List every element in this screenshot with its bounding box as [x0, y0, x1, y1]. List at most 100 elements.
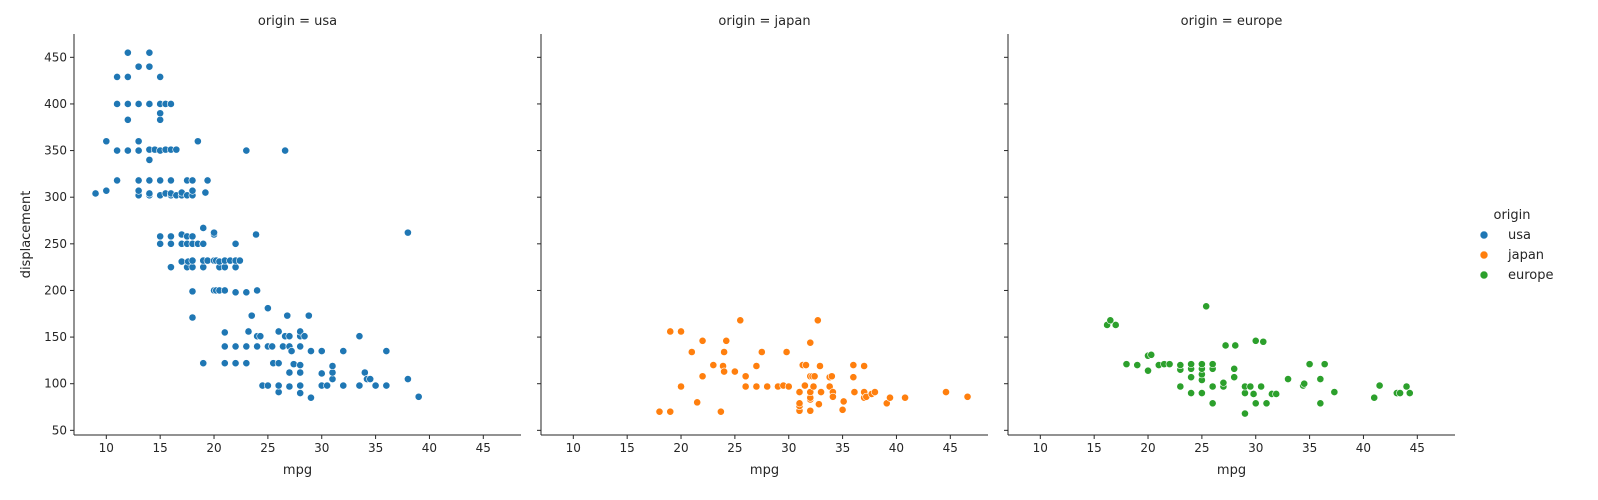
data-point-europe	[1375, 381, 1384, 390]
data-point-japan	[782, 348, 791, 356]
data-point-usa	[145, 155, 154, 164]
data-point-japan	[709, 361, 718, 369]
data-point-japan	[806, 338, 815, 347]
x-axis-label-europe: mpg	[1217, 463, 1246, 478]
x-tick-label: 10	[99, 441, 114, 455]
data-point-usa	[134, 176, 143, 185]
data-point-usa	[145, 100, 154, 108]
y-tick-label: 400	[44, 97, 67, 111]
data-point-europe	[1241, 389, 1249, 397]
data-point-europe	[1241, 409, 1249, 418]
data-point-usa	[404, 228, 412, 237]
data-point-europe	[1230, 364, 1239, 373]
data-point-europe	[1370, 393, 1379, 402]
data-point-usa	[134, 62, 143, 71]
data-point-usa	[145, 62, 154, 71]
data-point-europe	[1316, 375, 1325, 383]
data-point-japan	[800, 381, 809, 390]
data-point-usa	[285, 382, 294, 391]
data-point-japan	[817, 388, 825, 397]
data-point-usa	[188, 232, 197, 241]
y-tick-label: 150	[44, 330, 67, 344]
data-point-usa	[231, 342, 240, 351]
data-point-usa	[102, 137, 111, 146]
data-point-usa	[339, 381, 348, 390]
data-point-japan	[666, 407, 675, 416]
data-point-usa	[167, 100, 175, 108]
data-point-japan	[802, 361, 810, 369]
data-point-japan	[730, 367, 739, 376]
data-point-usa	[317, 347, 326, 355]
data-point-europe	[1249, 390, 1258, 398]
data-point-usa	[296, 342, 305, 351]
data-point-europe	[1219, 378, 1228, 387]
data-point-usa	[274, 381, 283, 390]
data-point-europe	[1106, 316, 1115, 325]
data-point-japan	[839, 397, 848, 406]
data-point-usa	[274, 327, 283, 336]
panel-title-europe: origin = europe	[1181, 14, 1283, 29]
data-point-usa	[382, 347, 391, 355]
data-point-japan	[901, 393, 909, 402]
data-point-japan	[849, 361, 858, 369]
x-tick-label: 35	[1302, 441, 1317, 455]
y-axis-label: displacement	[19, 191, 34, 279]
data-point-europe	[1147, 350, 1156, 359]
data-point-usa	[203, 256, 212, 265]
data-point-usa	[177, 257, 186, 266]
x-axis-label-japan: mpg	[750, 463, 779, 478]
data-point-usa	[123, 100, 132, 108]
data-point-japan	[741, 372, 750, 381]
data-point-japan	[720, 367, 729, 376]
data-point-usa	[220, 328, 229, 337]
x-tick-label: 30	[1248, 441, 1263, 455]
data-point-usa	[283, 311, 292, 320]
data-point-japan	[677, 382, 685, 391]
data-point-japan	[886, 393, 894, 402]
data-point-japan	[810, 372, 819, 381]
data-point-usa	[188, 313, 197, 322]
data-point-usa	[193, 137, 202, 146]
data-point-europe	[1405, 389, 1414, 397]
data-point-usa	[134, 186, 143, 195]
data-point-europe	[1111, 321, 1120, 329]
data-point-usa	[123, 115, 132, 124]
data-point-usa	[323, 381, 332, 390]
data-point-europe	[1272, 390, 1281, 398]
data-point-japan	[741, 382, 750, 391]
data-point-usa	[235, 256, 244, 265]
data-point-usa	[113, 100, 121, 108]
data-point-europe	[1396, 389, 1404, 397]
data-point-europe	[1246, 382, 1255, 391]
data-point-japan	[736, 316, 745, 325]
legend-label-japan: japan	[1507, 248, 1544, 263]
data-point-usa	[296, 361, 305, 369]
data-point-japan	[784, 382, 793, 391]
data-point-usa	[285, 332, 294, 341]
y-tick-label: 350	[44, 144, 67, 158]
data-point-japan	[838, 405, 847, 414]
data-point-usa	[268, 342, 277, 351]
legend-marker-usa	[1479, 230, 1489, 240]
data-point-usa	[307, 393, 315, 402]
data-point-europe	[1231, 341, 1240, 350]
data-point-usa	[123, 48, 132, 57]
data-point-europe	[1221, 341, 1230, 350]
data-point-japan	[763, 382, 772, 391]
data-point-usa	[263, 304, 272, 313]
data-point-japan	[666, 327, 675, 336]
y-tick-label: 50	[52, 423, 67, 437]
data-point-usa	[203, 176, 212, 185]
data-point-usa	[113, 146, 121, 155]
data-point-usa	[382, 381, 391, 390]
data-point-usa	[199, 224, 208, 232]
data-point-usa	[279, 342, 287, 351]
data-point-usa	[188, 186, 197, 195]
data-point-usa	[366, 375, 375, 383]
x-axis-label-usa: mpg	[283, 463, 312, 478]
data-point-usa	[242, 359, 251, 368]
data-point-japan	[698, 372, 707, 381]
data-point-usa	[355, 332, 364, 341]
data-point-europe	[1208, 382, 1217, 391]
data-point-usa	[156, 72, 165, 81]
